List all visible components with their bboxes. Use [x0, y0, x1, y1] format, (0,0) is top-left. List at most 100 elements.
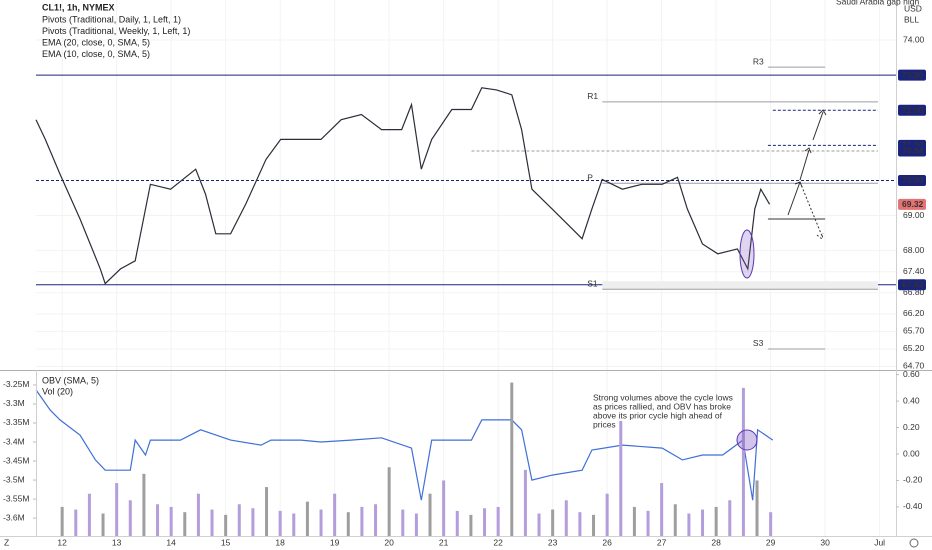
currency: USD	[904, 3, 922, 13]
y2-tick-label: 0.40	[903, 395, 920, 405]
volume-bar	[87, 493, 91, 536]
y-tick-label: 67.40	[903, 266, 925, 276]
volume-bar	[619, 420, 623, 536]
volume-bar	[333, 493, 337, 536]
volume-bar	[115, 483, 119, 536]
x-tick-label: 14	[166, 537, 176, 547]
volume-bar	[755, 480, 759, 536]
unit: BLL	[904, 14, 919, 24]
volume-bar	[646, 510, 650, 536]
highlight-circle	[736, 429, 758, 451]
price-tag-label: 72.00	[902, 105, 924, 115]
volume-bar	[360, 506, 364, 536]
volume-bar	[728, 500, 732, 536]
x-tick-label: 20	[384, 537, 394, 547]
pivot-label: P	[587, 173, 593, 183]
pivot-label: S1	[587, 279, 598, 289]
indicator-title: OBV (SMA, 5)	[42, 375, 99, 385]
legend-line: Pivots (Traditional, Daily, 1, Left, 1)	[42, 14, 181, 24]
y-tick-label: -3.55M	[3, 493, 29, 503]
volume-bar	[401, 509, 405, 536]
volume-bar	[741, 387, 745, 536]
legend-line: EMA (10, close, 0, SMA, 5)	[42, 49, 150, 59]
price-tag-label: 71.00	[902, 140, 924, 150]
note: Saudi Arabia gap high	[836, 0, 919, 6]
price-tag-label: 69.32	[902, 199, 924, 209]
volume-bar	[455, 510, 459, 536]
volume-bar	[156, 504, 160, 536]
volume-bar	[292, 513, 296, 536]
y-tick-label: 64.70	[903, 361, 925, 371]
y2-tick-label: -0.20	[903, 475, 923, 485]
volume-bar	[537, 513, 541, 536]
y2-tick-label: 0.20	[903, 422, 920, 432]
volume-bar	[210, 509, 214, 536]
annotation: Strong volumes above the cycle lows	[593, 392, 733, 402]
y-tick-label: -3.35M	[3, 417, 29, 427]
x-tick-label: 28	[711, 537, 721, 547]
volume-bar	[305, 501, 309, 536]
volume-bar	[469, 514, 473, 536]
volume-bar	[74, 509, 78, 536]
x-tick-label: 29	[766, 537, 776, 547]
marks	[35, 66, 896, 536]
x-tick-label: 30	[820, 537, 830, 547]
y-tick-label: -3.25M	[3, 379, 29, 389]
volume-bar	[523, 469, 527, 536]
volume-bar	[769, 512, 773, 536]
volume-bar	[278, 510, 282, 536]
volume-bar	[183, 512, 187, 536]
y-tick-label: 68.00	[903, 245, 925, 255]
volume-bar	[592, 514, 596, 536]
x-tick-label: 12	[57, 537, 67, 547]
price-tag	[898, 174, 926, 186]
highlight-ellipse	[739, 229, 755, 279]
price-tag	[898, 279, 926, 291]
volume-bar	[578, 512, 582, 536]
volume-bar	[346, 512, 350, 536]
y2-tick-label: 0.00	[903, 448, 920, 458]
volume-bar	[169, 506, 173, 536]
volume-bar	[660, 483, 664, 536]
y2-tick-label: -0.40	[903, 501, 923, 511]
y-tick-label: 66.20	[903, 308, 925, 318]
y-tick-label: 65.70	[903, 326, 925, 336]
indicator-subtitle: Vol (20)	[42, 386, 73, 396]
y-tick-label: -3.5M	[3, 474, 25, 484]
volume-bar	[319, 509, 323, 536]
price-tag	[898, 198, 926, 210]
series-line	[35, 389, 774, 501]
pivot-band	[602, 281, 879, 290]
volume-bar	[428, 493, 432, 536]
y-tick-label: 69.00	[903, 210, 925, 220]
volume-bar	[605, 493, 609, 536]
chart-title: CL1!, 1h, NYMEX	[42, 2, 115, 12]
y-tick-label: -3.6M	[3, 512, 25, 522]
price-tag-label: 73.00	[902, 70, 924, 80]
price-tag-label: 67.03	[902, 279, 924, 289]
volume-bar	[196, 493, 200, 536]
volume-bar	[265, 487, 269, 536]
price-tag-label: 70.84	[902, 146, 924, 156]
volume-bar	[673, 504, 677, 536]
y-tick-label: -3.4M	[3, 436, 25, 446]
settings-icon[interactable]	[909, 538, 919, 548]
arrow-down	[799, 181, 824, 240]
pivot-label: R3	[753, 56, 764, 66]
volume-bar	[224, 514, 228, 536]
volume-bar	[387, 467, 391, 536]
volume-bar	[142, 473, 146, 536]
arrow-up	[812, 109, 827, 141]
volume-bar	[414, 513, 418, 536]
volume-bar	[496, 506, 500, 536]
annotation: prices	[593, 419, 616, 429]
volume-bar	[374, 504, 378, 536]
x-tick-label: 21	[439, 537, 449, 547]
annotation: above its prior cycle high ahead of	[593, 410, 723, 420]
series-line	[35, 87, 771, 285]
x-tick-label: 27	[657, 537, 667, 547]
volume-bar	[60, 506, 64, 536]
volume-bar	[237, 504, 241, 536]
